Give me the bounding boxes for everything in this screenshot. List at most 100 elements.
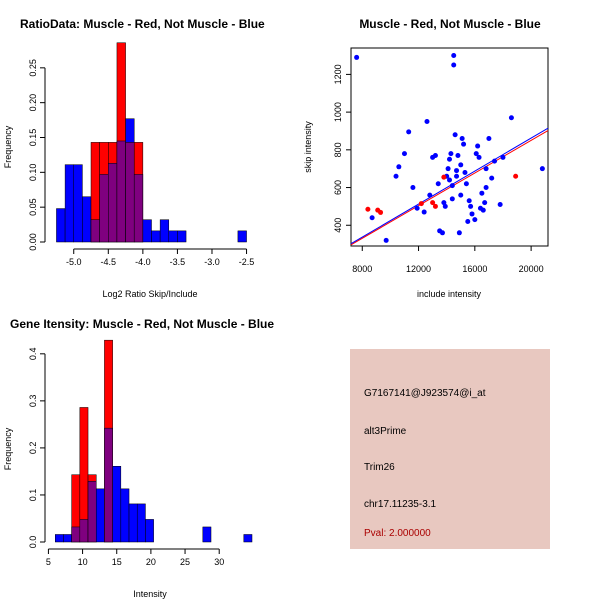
not-muscle-point — [480, 207, 486, 213]
y-tick-label: 0.0 — [28, 536, 38, 549]
not-muscle-point — [414, 205, 420, 211]
not-muscle-point — [500, 154, 506, 160]
not-muscle-point — [468, 203, 474, 209]
muscle-fit-line — [350, 130, 549, 246]
overlap-bar — [90, 219, 100, 243]
event-type: alt3Prime — [364, 426, 407, 437]
y-tick-label: 400 — [333, 218, 343, 233]
not-muscle-point — [396, 164, 402, 170]
muscle-point — [365, 206, 371, 212]
not-muscle-point — [401, 151, 407, 157]
not-muscle-point — [432, 152, 438, 158]
ratio-histogram-title: RatioData: Muscle - Red, Not Muscle - Bl… — [20, 17, 265, 31]
intensity-histogram-y-axis: 0.0 0.1 0.2 0.3 0.4 — [28, 348, 46, 549]
y-tick-label: 0.05 — [28, 198, 38, 216]
not-muscle-point — [465, 218, 471, 224]
muscle-point — [418, 201, 424, 207]
scatter-panel: Muscle - Red, Not Muscle - Blue 8000 1200… — [303, 17, 549, 299]
muscle-point — [441, 174, 447, 180]
y-tick-label: 0.1 — [28, 489, 38, 502]
not-muscle-point — [459, 136, 465, 142]
not-muscle-point — [451, 53, 457, 59]
not-muscle-point — [445, 166, 451, 172]
x-tick-label: 12000 — [406, 264, 431, 274]
not-muscle-point — [462, 169, 468, 175]
ratio-histogram-y-axis: 0.00 0.05 0.10 0.15 0.20 0.25 — [28, 59, 46, 251]
x-tick-label: -4.5 — [101, 257, 117, 267]
not-muscle-point — [466, 198, 472, 204]
not-muscle-point — [461, 141, 467, 147]
x-tick-label: 10 — [78, 557, 88, 567]
not-muscle-bar — [82, 196, 92, 243]
overlap-bar — [104, 427, 113, 543]
probe-id: G7167141@J923574@i_at — [364, 388, 486, 399]
scatter-plot-box — [350, 47, 549, 247]
not-muscle-point — [454, 173, 460, 179]
not-muscle-bar — [56, 208, 66, 243]
x-tick-label: -4.0 — [135, 257, 151, 267]
muscle-point — [432, 203, 438, 209]
x-tick-label: -5.0 — [66, 257, 82, 267]
not-muscle-point — [469, 211, 475, 217]
y-tick-label: 0.20 — [28, 94, 38, 112]
y-tick-label: 0.4 — [28, 348, 38, 361]
not-muscle-point — [482, 200, 488, 206]
not-muscle-point — [449, 196, 455, 202]
not-muscle-point — [456, 230, 462, 236]
scatter-fit-lines — [350, 127, 549, 246]
overlap-bar — [108, 163, 118, 243]
y-tick-label: 0.2 — [28, 442, 38, 455]
overlap-bar — [99, 174, 109, 243]
x-tick-label: 20000 — [519, 264, 544, 274]
not-muscle-point — [483, 185, 489, 191]
overlap-bar — [71, 526, 81, 543]
not-muscle-bar — [95, 488, 105, 543]
gene-name: Trim26 — [364, 462, 395, 473]
not-muscle-point — [497, 202, 503, 208]
x-tick-label: 20 — [146, 557, 156, 567]
not-muscle-point — [442, 203, 448, 209]
x-tick-label: 15 — [112, 557, 122, 567]
not-muscle-bar — [145, 519, 154, 543]
not-muscle-point — [463, 181, 469, 187]
not-muscle-bar — [159, 219, 170, 243]
intensity-histogram-bars — [54, 339, 253, 543]
not-muscle-point — [489, 175, 495, 181]
x-tick-label: 16000 — [462, 264, 487, 274]
x-tick-label: 5 — [46, 557, 51, 567]
not-muscle-point — [421, 209, 427, 215]
scatter-xlabel: include intensity — [417, 289, 482, 299]
ratio-histogram-xlabel: Log2 Ratio Skip/Include — [102, 289, 197, 299]
not-muscle-fit-line — [350, 127, 549, 245]
not-muscle-point — [454, 168, 460, 174]
not-muscle-point — [393, 173, 399, 179]
muscle-point — [430, 200, 436, 206]
intensity-histogram-x-axis: 5 10 15 20 25 30 — [46, 548, 224, 567]
not-muscle-bar — [142, 219, 152, 243]
pval: Pval: 2.000000 — [364, 528, 431, 539]
not-muscle-point — [447, 156, 452, 162]
not-muscle-point — [449, 183, 455, 189]
x-tick-label: 8000 — [352, 264, 372, 274]
not-muscle-point — [441, 200, 447, 206]
scatter-y-axis: 400 600 800 1000 1200 — [333, 64, 351, 233]
ratio-histogram-x-axis: -5.0 -4.5 -4.0 -3.5 -3.0 -2.5 — [66, 248, 255, 267]
not-muscle-bar — [151, 230, 161, 243]
x-tick-label: 25 — [180, 557, 190, 567]
not-muscle-point — [383, 237, 389, 243]
not-muscle-bar — [136, 503, 146, 543]
x-tick-label: -2.5 — [239, 257, 255, 267]
not-muscle-point — [424, 119, 430, 125]
not-muscle-point — [354, 54, 360, 60]
info-panel-background — [350, 349, 550, 549]
y-tick-label: 0.15 — [28, 129, 38, 147]
not-muscle-bar — [202, 526, 212, 543]
not-muscle-point — [508, 115, 514, 121]
ratio-histogram-bars — [56, 42, 247, 243]
not-muscle-point — [448, 151, 454, 157]
not-muscle-point — [369, 215, 375, 221]
y-tick-label: 600 — [333, 180, 343, 195]
scatter-points — [354, 53, 545, 243]
y-tick-label: 0.10 — [28, 164, 38, 182]
